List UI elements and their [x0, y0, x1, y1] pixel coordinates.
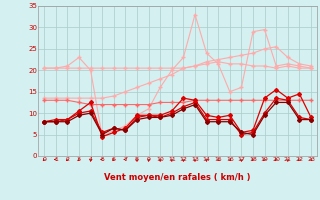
X-axis label: Vent moyen/en rafales ( km/h ): Vent moyen/en rafales ( km/h ) [104, 174, 251, 182]
